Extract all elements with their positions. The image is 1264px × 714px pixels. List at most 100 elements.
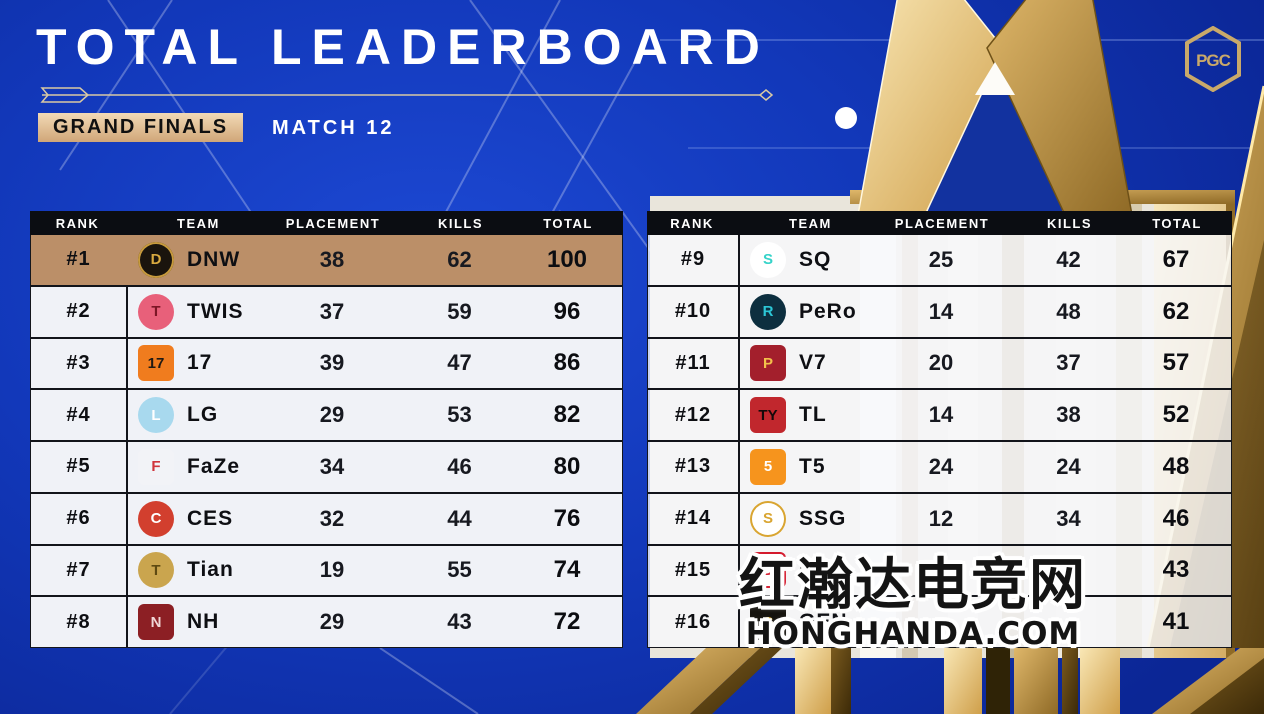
kills-value: 59 [447,298,472,324]
team-name: Tian [187,558,234,582]
total-value: 52 [1162,401,1190,429]
team-logo-ces: C [138,500,174,537]
left-leaderboard-table: RANK TEAM PLACEMENT KILLS TOTAL #1 D DNW… [30,211,623,648]
team-cell: T TWIS [126,293,257,330]
team-logo-t5: 5 [750,448,786,485]
team-cell: S SSG [738,500,866,537]
kills-value: 55 [447,557,472,583]
total-value: 48 [1162,452,1190,480]
team-name: DNW [187,247,241,271]
table-row: #2 T TWIS 37 59 96 [31,286,622,339]
team-name: GEN [799,610,848,634]
kills-value: 62 [447,246,472,272]
team-name: SSG [799,506,847,530]
team-logo-tian: T [138,552,174,589]
rank-cell: #16 [674,610,712,633]
col-rank: RANK [55,215,100,231]
team-cell: C CES [126,500,257,537]
team-cell: R PeRo [738,293,866,330]
col-total: TOTAL [1152,215,1202,231]
team-name: LG [187,403,219,427]
rank-cell: #8 [66,610,91,633]
placement-value: 37 [319,298,345,324]
placement-value: 34 [319,453,345,479]
team-logo-17: 17 [138,345,174,382]
rank-cell: #13 [674,455,712,478]
team-cell: S SQ [738,241,866,278]
page-title: TOTAL LEADERBOARD [36,19,770,75]
table-row: #8 N NH 29 43 72 [31,597,622,647]
table-row: #1 D DNW 38 62 100 [31,235,622,287]
placement-value: 20 [928,350,954,376]
team-logo-v7: P [750,345,786,382]
team-name: TL [799,403,827,427]
stage-badge: GRAND FINALS [38,113,244,142]
col-rank: RANK [670,215,714,231]
team-cell: F FaZe [126,448,257,485]
kills-value: 42 [1056,246,1081,272]
table-row: #13 5 T5 24 24 48 [648,442,1231,494]
rank-cell: #2 [66,300,91,323]
team-cell: G GEN [738,604,866,641]
team-name: 17 [187,351,213,375]
kills-value: 34 [1056,505,1081,531]
total-value: 41 [1162,608,1190,636]
right-leaderboard-table: RANK TEAM PLACEMENT KILLS TOTAL #9 S SQ … [647,211,1232,648]
rank-cell: #12 [674,403,712,426]
table-row: #5 F FaZe 34 46 80 [31,442,622,494]
table-row: #11 P V7 20 37 57 [648,338,1231,391]
rank-cell: #14 [674,507,712,530]
kills-value: 53 [447,402,472,428]
placement-value: 11 [929,557,953,583]
placement-value: 25 [928,246,954,272]
team-cell: L LG [126,397,257,434]
total-value: 67 [1162,245,1190,273]
team-name: DAY [799,558,845,582]
total-value: 86 [553,349,581,377]
rank-cell: #3 [66,351,91,374]
table-header: RANK TEAM PLACEMENT KILLS TOTAL [30,211,623,235]
table-row: #14 S SSG 12 34 46 [648,493,1231,546]
total-value: 43 [1162,556,1190,584]
team-cell: P V7 [738,345,866,382]
total-value: 62 [1162,297,1190,325]
team-logo-lg: L [138,397,174,434]
team-cell: T Tian [126,552,257,589]
rank-cell: #4 [66,403,91,426]
team-name: V7 [799,351,827,375]
team-name: SQ [799,247,832,271]
kills-value: 32 [1056,557,1081,583]
team-logo-sq: S [750,241,786,278]
kills-value: 24 [1056,453,1081,479]
placement-value: 19 [319,557,345,583]
team-cell: 17 17 [126,345,257,382]
placement-value: 29 [319,609,345,635]
col-team: TEAM [789,215,832,231]
team-cell: D DNW [126,241,257,278]
table-row: #9 S SQ 25 42 67 [648,235,1231,287]
placement-value: 12 [928,505,954,531]
rank-cell: #7 [66,558,91,581]
team-name: PeRo [799,299,857,323]
total-value: 74 [553,556,581,584]
table-row: #16 G GEN 41 [648,597,1231,647]
team-logo-tl: TY [750,397,786,434]
kills-value: 38 [1056,402,1081,428]
table-row: #3 17 17 39 47 86 [31,338,622,391]
svg-text:PGC: PGC [1196,51,1231,70]
kills-value: 43 [447,609,472,635]
team-logo-twis: T [138,293,174,330]
placement-value: 29 [319,402,345,428]
placement-value: 38 [319,246,345,272]
col-kills: KILLS [437,215,484,231]
col-team: TEAM [177,215,220,231]
col-placement: PLACEMENT [285,215,381,231]
placement-value: 14 [928,402,954,428]
kills-value: 46 [447,453,472,479]
table-row: #12 TY TL 14 38 52 [648,390,1231,442]
placement-value: 39 [319,350,345,376]
total-value: 72 [553,608,581,636]
col-placement: PLACEMENT [894,215,990,231]
team-logo-ssg: S [750,500,786,537]
table-row: #4 L LG 29 53 82 [31,390,622,442]
